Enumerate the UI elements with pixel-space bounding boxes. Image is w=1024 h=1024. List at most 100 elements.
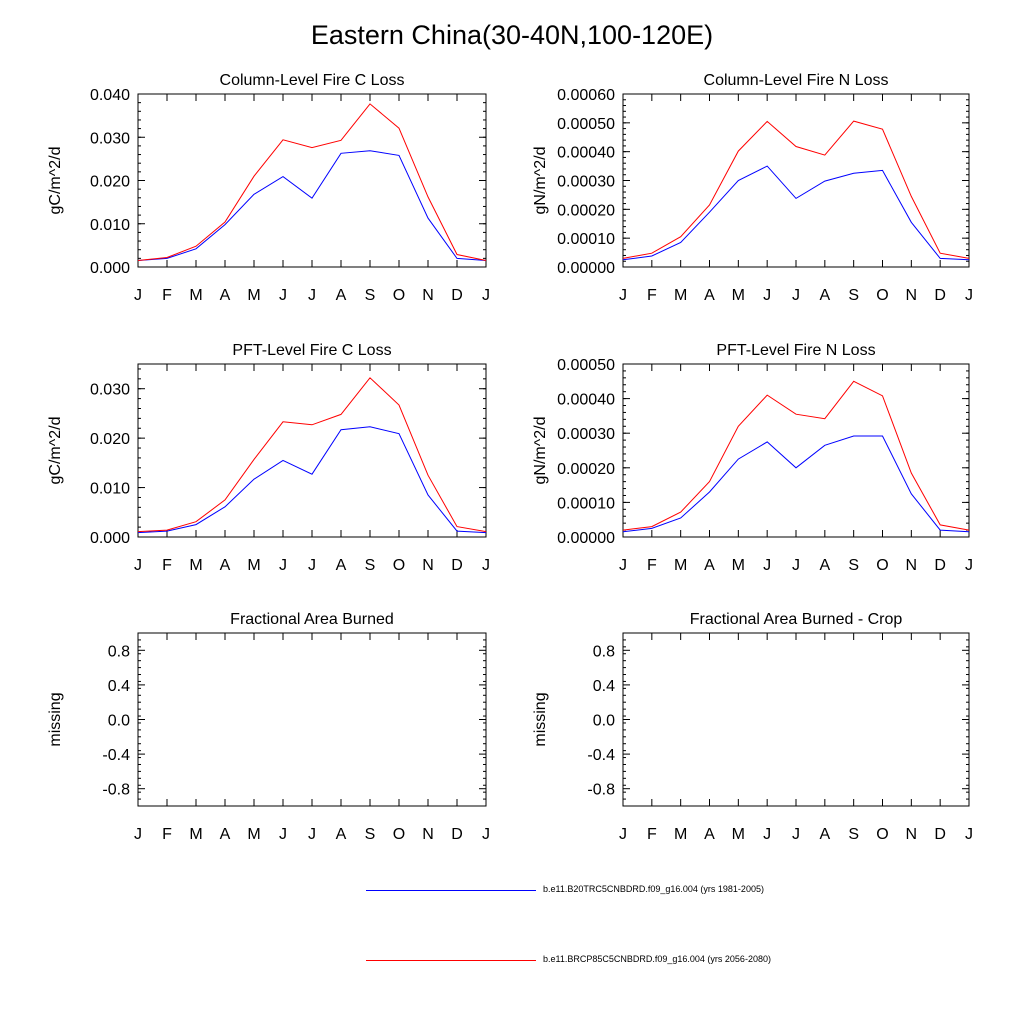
plot-frame (622, 93, 970, 268)
chart-title: Fractional Area Burned - Crop (690, 611, 903, 628)
x-tick-label: M (247, 826, 260, 843)
x-tick-label: F (162, 557, 172, 574)
x-tick-label: D (451, 557, 463, 574)
y-tick-label: 0.00030 (557, 426, 615, 443)
y-tick-label: -0.4 (587, 747, 615, 764)
x-tick-label: D (934, 826, 946, 843)
chart-title: Fractional Area Burned (230, 611, 394, 628)
x-tick-label: J (763, 557, 771, 574)
y-tick-label: 0.00040 (557, 392, 615, 409)
series-line-2 (137, 377, 487, 533)
x-tick-label: A (819, 287, 830, 304)
y-tick-label: 0.4 (108, 678, 130, 695)
y-axis-label: missing (47, 692, 64, 746)
x-tick-label: F (162, 826, 172, 843)
y-tick-label: 0.00050 (557, 357, 615, 374)
y-tick-label: -0.4 (102, 747, 130, 764)
series-line-2 (622, 120, 970, 259)
figure-title: Eastern China(30-40N,100-120E) (310, 20, 714, 50)
x-tick-label: D (451, 287, 463, 304)
y-tick-label: 0.00030 (557, 174, 615, 191)
x-tick-label: A (336, 826, 347, 843)
x-tick-label: A (220, 557, 231, 574)
x-tick-label: N (906, 287, 918, 304)
legend-line-series-2 (366, 960, 536, 961)
x-tick-label: S (848, 557, 859, 574)
y-tick-label: 0.010 (90, 481, 130, 498)
y-tick-label: 0.00010 (557, 231, 615, 248)
x-tick-label: O (393, 826, 405, 843)
x-tick-label: J (482, 826, 490, 843)
series-line-1 (622, 435, 970, 533)
plot-frame (622, 632, 970, 807)
x-tick-label: J (965, 287, 973, 304)
x-tick-label: A (819, 826, 830, 843)
x-tick-label: F (647, 826, 657, 843)
x-tick-label: J (279, 826, 287, 843)
series-line-1 (137, 150, 487, 261)
plot-frame (137, 93, 487, 268)
legend-line-series-1 (366, 890, 536, 891)
y-tick-label: 0.00020 (557, 202, 615, 219)
x-tick-label: J (619, 287, 627, 304)
y-tick-label: -0.8 (102, 782, 130, 799)
y-tick-label: 0.0 (593, 713, 615, 730)
x-tick-label: A (336, 557, 347, 574)
x-tick-label: S (365, 826, 376, 843)
x-tick-label: F (647, 557, 657, 574)
y-tick-label: 0.000 (90, 260, 130, 277)
y-tick-label: 0.000 (90, 530, 130, 547)
x-tick-label: N (906, 826, 918, 843)
series-line-1 (137, 426, 487, 534)
y-tick-label: 0.00040 (557, 145, 615, 162)
y-tick-label: 0.00020 (557, 461, 615, 478)
x-tick-label: S (848, 287, 859, 304)
x-tick-label: J (482, 287, 490, 304)
x-tick-label: M (247, 287, 260, 304)
x-tick-label: J (619, 826, 627, 843)
x-tick-label: J (308, 557, 316, 574)
y-axis-label: missing (532, 692, 549, 746)
x-tick-label: N (422, 287, 434, 304)
x-tick-label: J (965, 557, 973, 574)
x-tick-label: M (674, 557, 687, 574)
x-tick-label: N (906, 557, 918, 574)
y-tick-label: 0.010 (90, 217, 130, 234)
x-tick-label: J (134, 826, 142, 843)
y-tick-label: 0.00050 (557, 116, 615, 133)
x-tick-label: J (792, 557, 800, 574)
x-tick-label: J (763, 287, 771, 304)
x-tick-label: A (704, 557, 715, 574)
y-tick-label: 0.8 (593, 643, 615, 660)
y-tick-label: 0.030 (90, 130, 130, 147)
x-tick-label: O (393, 557, 405, 574)
x-tick-label: O (876, 557, 888, 574)
x-tick-label: J (482, 557, 490, 574)
x-tick-label: J (279, 557, 287, 574)
x-tick-label: S (365, 287, 376, 304)
y-tick-label: 0.00010 (557, 495, 615, 512)
y-tick-label: 0.040 (90, 87, 130, 104)
x-tick-label: N (422, 826, 434, 843)
x-tick-label: J (792, 287, 800, 304)
x-tick-label: A (819, 557, 830, 574)
x-tick-label: A (336, 287, 347, 304)
chart-title: PFT-Level Fire N Loss (716, 342, 875, 359)
x-tick-label: D (934, 557, 946, 574)
x-tick-label: J (965, 826, 973, 843)
y-tick-label: 0.00000 (557, 530, 615, 547)
x-tick-label: J (279, 287, 287, 304)
y-axis-label: gN/m^2/d (532, 417, 549, 485)
x-tick-label: D (934, 287, 946, 304)
x-tick-label: D (451, 826, 463, 843)
x-tick-label: M (732, 557, 745, 574)
y-tick-label: -0.8 (587, 782, 615, 799)
legend-label-series-1: b.e11.B20TRC5CNBDRD.f09_g16.004 (yrs 198… (543, 884, 764, 894)
x-tick-label: M (674, 826, 687, 843)
x-tick-label: J (134, 287, 142, 304)
